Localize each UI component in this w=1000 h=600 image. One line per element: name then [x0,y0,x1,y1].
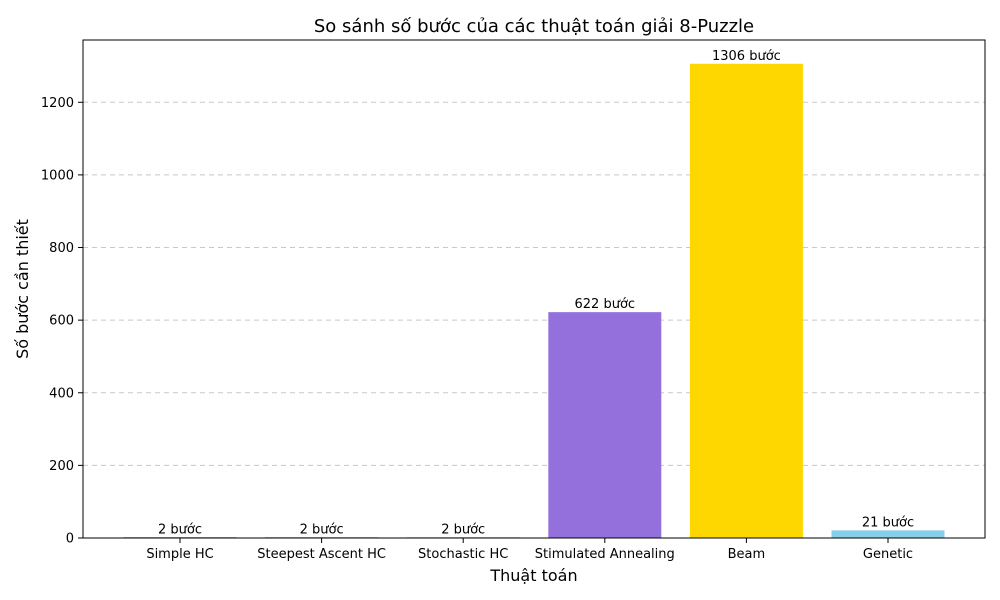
y-tick-label: 200 [49,459,74,474]
data-label: 1306 bước [712,49,781,64]
bar [548,312,662,538]
x-axis: Simple HC Steepest Ascent HC Stochastic HC… [146,538,913,562]
bar [831,530,945,538]
y-axis: 0 200 400 600 800 1000 1200 [41,96,83,547]
data-labels: 2 bước 2 bước 2 bước 622 bước 1306 bước 21 bư… [158,49,914,537]
y-tick-label: 800 [49,241,74,256]
data-label: 2 bước [158,522,202,537]
x-axis-label: Thuật toán [489,566,577,585]
y-tick-label: 0 [66,532,74,547]
data-label: 2 bước [441,522,485,537]
plot-frame [82,39,986,539]
y-tick-label: 1000 [41,168,74,183]
bars [123,63,945,539]
x-tick-label: Genetic [863,547,913,562]
data-label: 21 bước [862,515,914,530]
bar [689,63,803,538]
data-label: 622 bước [575,297,636,312]
x-tick-label: Steepest Ascent HC [257,547,386,562]
grid-lines [83,101,985,466]
y-tick-label: 400 [49,386,74,401]
y-axis-label: Số bước cần thiết [13,219,32,359]
x-tick-label: Stimulated Annealing [535,547,675,562]
x-tick-label: Beam [728,547,766,562]
y-tick-label: 1200 [41,96,74,111]
chart-title: So sánh số bước của các thuật toán giải … [314,16,754,37]
x-tick-label: Simple HC [146,547,213,562]
x-tick-label: Stochastic HC [418,547,508,562]
data-label: 2 bước [300,522,344,537]
y-tick-label: 600 [49,314,74,329]
